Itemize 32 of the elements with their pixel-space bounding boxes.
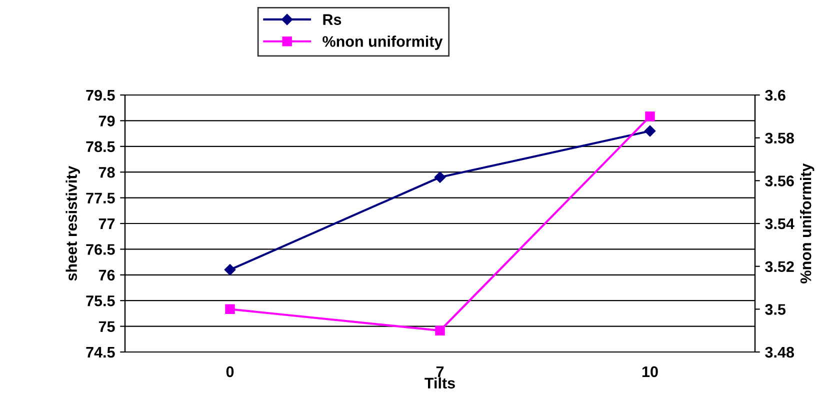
y-tick-label: 76 (98, 270, 115, 281)
y-tick-label: 77 (98, 218, 115, 230)
y2-tick-label: 3.54 (765, 218, 794, 230)
y-tick-label: 78.5 (86, 141, 115, 152)
y2-tick-label: 3.48 (765, 346, 794, 358)
y-tick-label: 74.5 (86, 347, 115, 358)
y-tick-label: 75 (98, 321, 115, 332)
y2-tick-label: 3.58 (765, 132, 794, 144)
legend-label: Rs (323, 14, 342, 25)
y-tick-label: 79 (98, 116, 115, 126)
y2-tick-label: 3.6 (765, 90, 786, 101)
y-tick-label: 75.5 (86, 296, 115, 306)
point (434, 172, 446, 183)
y-tick-label: 78 (98, 166, 115, 178)
x-axis-title: Tilts (424, 377, 455, 389)
x-tick-label: 10 (642, 366, 658, 378)
x-tick-label: 0 (226, 366, 234, 378)
point (225, 304, 235, 314)
y2-tick-label: 3.5 (765, 304, 786, 315)
y2-axis-title: %non uniformity (800, 163, 814, 284)
y-tick-label: 76.5 (86, 244, 115, 255)
point (224, 264, 236, 276)
x-tick-label: 7 (436, 366, 444, 377)
y-tick-label: 79.5 (86, 90, 115, 101)
y-tick-label: 77.5 (86, 192, 115, 204)
legend-label: %non uniformity (322, 36, 443, 50)
y2-tick-label: 3.56 (765, 176, 794, 186)
point (645, 112, 655, 122)
y2-tick-label: 3.52 (765, 261, 794, 272)
y-axis-title: sheet resistivity (66, 166, 80, 281)
point (435, 326, 445, 336)
point (644, 125, 656, 137)
